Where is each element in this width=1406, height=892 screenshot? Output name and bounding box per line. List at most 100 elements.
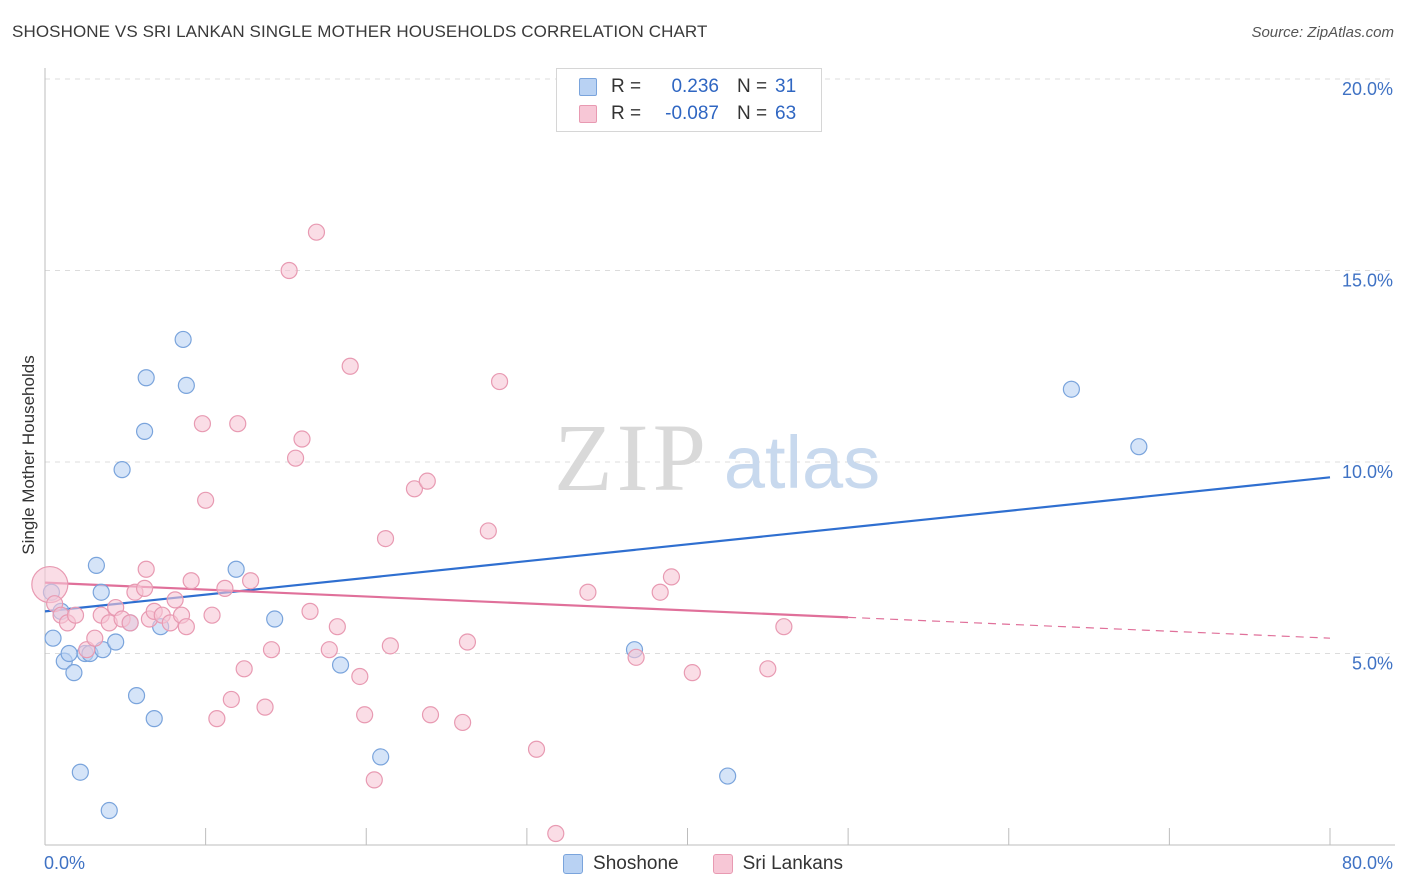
sri-lankans-point [135,579,154,597]
sri-lankans-point [454,713,472,732]
y-axis-title: Single Mother Households [19,355,38,554]
legend-label-shoshone: Shoshone [593,853,679,874]
data-points [31,223,1148,843]
shoshone-point [100,801,118,820]
sri-lankans-point [307,223,326,241]
axes [44,68,1395,846]
sri-lankans-point [301,602,319,620]
legend-r-key: R = [611,103,642,124]
shoshone-point [113,461,131,479]
legend-row-sri-lankans: R = -0.087 N = 63 [579,102,796,126]
sri-lankans-point [203,606,221,624]
sri-lankans-point [458,633,477,651]
sri-lankans-point [222,690,240,709]
correlation-legend: R = 0.236 N = 31 R = -0.087 N = 63 [556,68,822,132]
shoshone-point [135,422,154,440]
watermark-atlas: atlas [724,421,880,504]
sri-lankans-point [405,480,424,498]
shoshone-point [87,556,106,575]
series-legend: Shoshone Sri Lankans [0,852,1406,876]
sri-lankans-legend-swatch-icon [712,854,733,874]
shoshone-point [44,629,62,647]
shoshone-point [227,560,245,578]
sri-lankans-point [759,660,777,678]
shoshone-trend-line [44,476,1331,613]
tick-labels: 5.0% 10.0% 15.0% 20.0% 0.0% 80.0% [44,79,1393,873]
sri-lankans-point [775,618,793,636]
sri-lankans-point [137,560,155,578]
x-tick-label: 0.0% [44,853,85,873]
sri-lankans-point [351,667,369,686]
sri-lankans-point [328,618,346,636]
legend-n-value: 31 [775,76,797,97]
shoshone-point [266,610,284,628]
sri-lankans-trend-line [44,581,849,619]
shoshone-point [71,763,89,781]
shoshone-point [331,656,350,674]
legend-r-value: 0.236 [671,76,719,97]
sri-lankans-point [376,529,395,548]
sri-lankans-point [421,706,440,724]
shoshone-swatch-icon [579,78,597,96]
source-credit: Source: ZipAtlas.com [1251,24,1394,41]
sri-lankans-point [208,710,226,728]
sri-lankans-point [235,660,253,678]
shoshone-point [1062,380,1080,398]
sri-lankans-point [651,583,669,601]
sri-lankans-point [86,629,104,647]
sri-lankans-point [490,372,509,391]
shoshone-legend-swatch-icon [563,854,584,874]
legend-label-sri-lankans: Sri Lankans [742,853,843,874]
sri-lankans-point [547,824,565,843]
sri-lankans-point [293,430,311,448]
legend-item-shoshone: Shoshone [563,853,679,875]
sri-lankans-point [683,664,701,682]
legend-n-key: N = [737,103,768,124]
legend-r-key: R = [611,76,642,97]
sri-lankans-trend-line-extension [848,616,1331,639]
legend-n-key: N = [737,76,768,97]
shoshone-point [92,583,110,601]
chart-title: SHOSHONE VS SRI LANKAN SINGLE MOTHER HOU… [12,22,708,41]
sri-lankans-point [527,740,546,758]
x-tick-label: 80.0% [1342,853,1393,873]
sri-lankans-point [182,572,200,590]
sri-lankans-point [66,606,85,624]
sri-lankans-point [356,706,374,724]
watermark-zip: ZIP [554,404,710,511]
sri-lankans-point [662,568,681,586]
legend-item-sri-lankans: Sri Lankans [712,853,843,875]
legend-row-shoshone: R = 0.236 N = 31 [579,75,796,99]
sri-lankans-point [216,579,234,597]
watermark: ZIP atlas [554,404,880,511]
sri-lankans-point [193,415,212,433]
trend-lines [44,476,1331,639]
shoshone-point [60,644,78,663]
sri-lankans-point [479,522,497,540]
shoshone-point [174,330,192,349]
shoshone-point [372,748,390,766]
shoshone-point [177,376,195,394]
shoshone-point [65,664,83,682]
shoshone-point [107,633,125,651]
y-tick-label: 5.0% [1352,654,1393,674]
sri-lankans-point [197,491,215,509]
sri-lankans-point [365,771,383,789]
shoshone-point [145,710,163,728]
y-tick-label: 10.0% [1342,462,1393,482]
sri-lankans-point [262,641,281,659]
sri-lankans-point [256,698,274,716]
shoshone-point [719,767,737,785]
sri-lankans-swatch-icon [579,105,597,123]
legend-n-value: 63 [775,103,797,124]
y-tick-label: 20.0% [1342,79,1393,99]
y-tick-label: 15.0% [1342,271,1393,291]
sri-lankans-point [579,583,597,601]
sri-lankans-point [627,648,645,666]
sri-lankans-point [121,614,139,632]
sri-lankans-point [177,618,195,636]
legend-r-value: -0.087 [665,103,719,124]
sri-lankans-point [418,472,436,490]
sri-lankans-point [166,591,184,609]
